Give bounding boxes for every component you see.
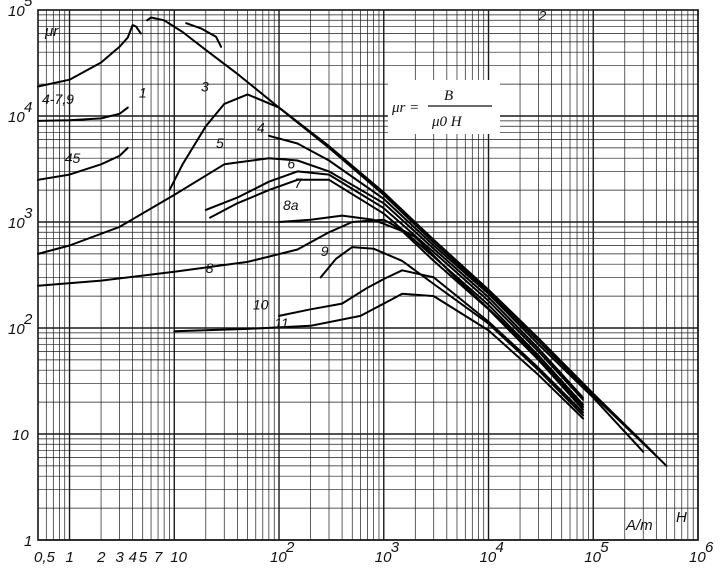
- curve-1: [37, 24, 142, 88]
- x-tick-label: 10: [170, 549, 187, 566]
- x-tick-exponent: 2: [285, 539, 295, 556]
- curve-10: [278, 269, 585, 414]
- curve-label: 9: [321, 243, 329, 259]
- curve-label: 8: [206, 260, 214, 276]
- y-tick-label: 10: [8, 109, 25, 126]
- curve-label: 8a: [283, 197, 299, 213]
- y-tick-exponent: 5: [24, 0, 33, 10]
- x-tick-label: 5: [139, 549, 148, 566]
- x-tick-label: 3: [116, 549, 125, 566]
- curve-8: [37, 218, 585, 408]
- curve-6: [204, 170, 585, 401]
- x-axis-unit: A/m: [625, 517, 653, 534]
- x-tick-exponent: 5: [600, 539, 609, 556]
- curve-11: [173, 292, 585, 420]
- curve-unlabeled-2: [185, 22, 223, 48]
- y-tick-exponent: 2: [23, 311, 33, 328]
- formula: μr = B μ0 H: [388, 80, 500, 134]
- curve-7: [209, 178, 585, 406]
- x-tick-label: 10: [689, 549, 706, 566]
- x-tick-label: 10: [270, 549, 287, 566]
- curve-45: [37, 146, 129, 181]
- x-tick-label: 10: [375, 549, 392, 566]
- x-tick-label: 10: [480, 549, 497, 566]
- y-axis-label: μr: [44, 23, 59, 40]
- y-tick-exponent: 3: [24, 205, 33, 222]
- x-tick-exponent: 4: [496, 539, 504, 556]
- curve-3: [168, 93, 658, 457]
- curve-label: 1: [139, 84, 147, 100]
- curve-label: 7: [294, 175, 303, 191]
- formula-lhs: μr =: [391, 100, 419, 116]
- x-tick-exponent: 6: [705, 539, 714, 556]
- x-tick-label: 4: [129, 549, 137, 566]
- curve-2: [146, 16, 668, 467]
- curve-label: 11: [274, 315, 289, 331]
- plot-frame: [37, 9, 699, 541]
- curve-4: [267, 134, 645, 453]
- y-tick-exponent: 4: [24, 99, 32, 116]
- curve-label: 45: [65, 150, 81, 166]
- curve-4-7,9: [37, 106, 129, 122]
- curve-8a: [278, 214, 585, 411]
- curve-label: 6: [287, 155, 295, 171]
- x-tick-label: 7: [154, 549, 163, 566]
- formula-numerator: B: [444, 88, 453, 104]
- curve-label: 4-7,9: [42, 91, 74, 107]
- curve-label: 4: [257, 119, 265, 135]
- y-tick-label: 10: [8, 3, 25, 20]
- curve-label: 2: [537, 7, 546, 23]
- x-tick-exponent: 3: [391, 539, 400, 556]
- formula-denominator: μ0 H: [431, 114, 463, 130]
- x-axis-label: H: [676, 509, 687, 526]
- x-tick-label: 1: [66, 549, 74, 566]
- curve-label: 3: [201, 79, 209, 95]
- x-tick-label: 2: [96, 549, 106, 566]
- y-tick-label: 1: [24, 533, 32, 550]
- tick-labels: 0,5 1 2 3 4 5 7 10 10210310410510611010210310410…: [8, 0, 714, 566]
- curve-9: [319, 246, 585, 417]
- x-tick-label: 10: [584, 549, 601, 566]
- curve-label: 10: [253, 296, 269, 312]
- x-tick-label: 0,5: [34, 549, 56, 566]
- y-tick-label: 10: [12, 427, 29, 444]
- curve-5: [37, 157, 585, 399]
- curves: [37, 16, 668, 467]
- curve-label: 5: [216, 135, 224, 151]
- y-tick-label: 10: [8, 321, 25, 338]
- y-tick-label: 10: [8, 215, 25, 232]
